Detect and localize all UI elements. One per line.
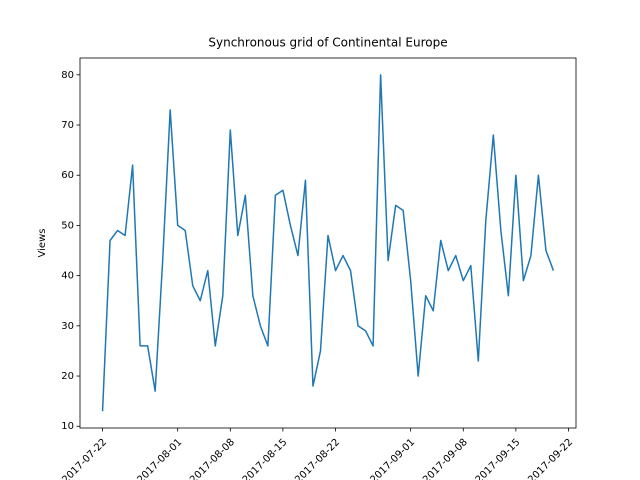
y-tick-label: 50	[61, 220, 74, 231]
plot-frame	[79, 57, 577, 429]
data-line	[101, 74, 555, 412]
y-tick-label: 20	[61, 371, 74, 382]
x-tick-label: 2017-08-22	[293, 437, 342, 480]
x-tick-label: 2017-08-01	[135, 437, 184, 480]
y-tick-label: 40	[61, 271, 74, 282]
x-tick-label: 2017-09-08	[421, 437, 470, 480]
y-tick-label: 10	[61, 421, 74, 432]
x-tick-label: 2017-08-08	[188, 437, 237, 480]
chart-title: Synchronous grid of Continental Europe	[208, 36, 447, 50]
x-tick-label: 2017-09-22	[526, 437, 575, 480]
x-tick-label: 2017-08-15	[241, 437, 290, 480]
y-tick-label: 80	[61, 70, 74, 81]
y-tick-label: 60	[61, 170, 74, 181]
x-tick-label: 2017-07-22	[60, 437, 109, 480]
x-tick-label: 2017-09-15	[474, 437, 523, 480]
y-tick-label: 30	[61, 321, 74, 332]
y-tick-label: 70	[61, 120, 74, 131]
y-axis-label: Views	[37, 229, 48, 258]
x-tick-label: 2017-09-01	[368, 437, 417, 480]
